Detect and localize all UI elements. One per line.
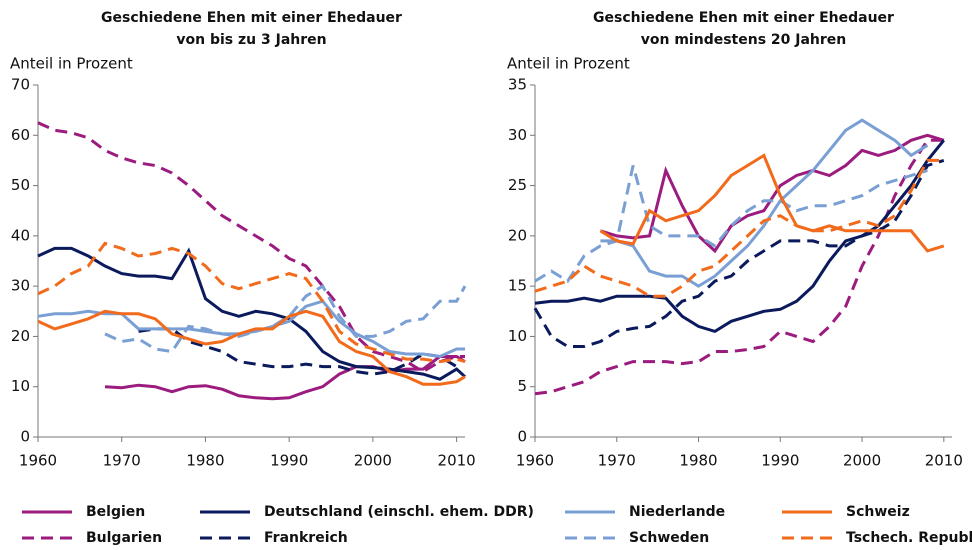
y-axis-label: Anteil in Prozent	[10, 55, 133, 73]
legend-label: Deutschland (einschl. ehem. DDR)	[264, 504, 534, 520]
series-line	[37, 246, 467, 381]
x-tick-label: 1990	[761, 452, 799, 470]
y-tick-label: 0	[20, 428, 30, 446]
x-tick-label: 1980	[679, 452, 717, 470]
series-line	[37, 299, 465, 359]
legend-label: Frankreich	[264, 530, 348, 546]
y-tick-label: 40	[11, 226, 30, 244]
legend-label: Schweiz	[846, 504, 910, 520]
legend-label: Niederlande	[629, 504, 725, 520]
series-line	[37, 241, 466, 364]
y-tick-label: 20	[11, 327, 30, 345]
chart-title: von mindestens 20 Jahren	[641, 32, 847, 48]
x-tick-label: 2000	[843, 452, 881, 470]
y-tick-label: 10	[508, 327, 527, 345]
y-axis-label: Anteil in Prozent	[507, 55, 630, 73]
x-tick-label: 1970	[103, 452, 141, 470]
legend-label: Bulgarien	[86, 530, 162, 546]
series-line	[534, 139, 945, 334]
chart-title: Geschiedene Ehen mit einer Ehedauer	[593, 10, 894, 26]
series-line	[104, 355, 466, 401]
chart-title: Geschiedene Ehen mit einer Ehedauer	[101, 10, 402, 26]
series-line	[534, 165, 928, 284]
y-tick-label: 5	[517, 377, 527, 395]
y-tick-label: 50	[11, 176, 30, 194]
y-tick-label: 60	[11, 126, 30, 144]
x-tick-label: 1980	[186, 452, 224, 470]
legend-label: Schweden	[629, 530, 709, 546]
x-tick-label: 1960	[19, 452, 57, 470]
x-tick-label: 2010	[925, 452, 963, 470]
series-line	[599, 153, 945, 253]
y-tick-label: 0	[517, 428, 527, 446]
x-tick-label: 1960	[516, 452, 554, 470]
x-tick-label: 2010	[438, 452, 476, 470]
series-line	[37, 121, 465, 374]
legend-label: Belgien	[86, 504, 145, 520]
y-tick-label: 20	[508, 226, 527, 244]
chart-title: von bis zu 3 Jahren	[176, 32, 326, 48]
y-tick-label: 70	[11, 76, 30, 94]
series-line	[138, 327, 458, 376]
series-line	[37, 309, 466, 386]
x-tick-label: 1970	[598, 452, 636, 470]
y-tick-label: 10	[11, 377, 30, 395]
y-tick-label: 30	[11, 277, 30, 295]
series-line	[600, 118, 929, 288]
series-line	[534, 158, 944, 298]
x-tick-label: 1990	[270, 452, 308, 470]
series-line	[104, 284, 467, 354]
x-tick-label: 2000	[354, 452, 392, 470]
y-tick-label: 15	[508, 277, 527, 295]
y-tick-label: 30	[508, 126, 527, 144]
y-tick-label: 35	[508, 76, 527, 94]
series-line	[534, 138, 944, 396]
y-tick-label: 25	[508, 176, 527, 194]
legend-label: Tschech. Republik	[846, 530, 972, 546]
series-line	[599, 133, 945, 254]
